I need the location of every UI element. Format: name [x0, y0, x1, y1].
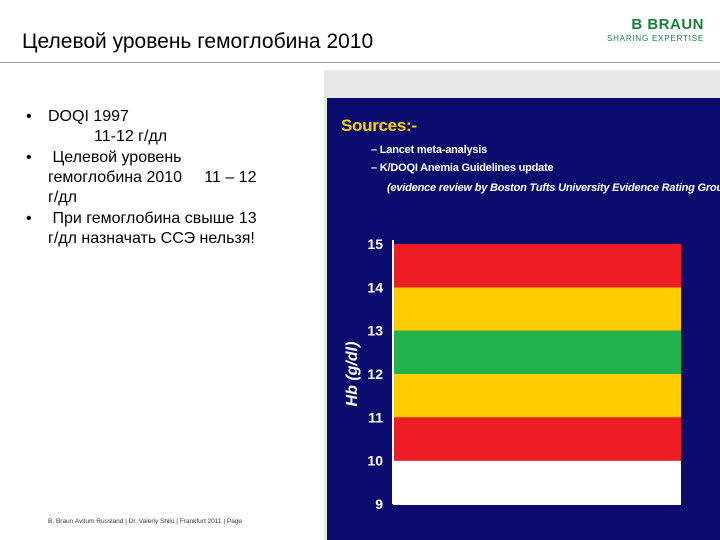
bullet-text: г/дл назначать ССЭ нельзя!: [48, 230, 255, 247]
y-tick-label: 9: [375, 496, 383, 512]
bullet-esa-warning: • При гемоглобина свыше 13 г/дл назначат…: [22, 209, 322, 249]
hb-band: [393, 244, 681, 288]
hb-band: [393, 330, 681, 374]
y-tick-label: 12: [367, 366, 383, 382]
slide-footer: B. Braun Avitum Russland | Dr. Valeriy S…: [48, 518, 243, 525]
hb-band-chart: 15 14 13 12 11 10 9 Hb (g/dl): [344, 236, 681, 512]
source-item: – Lancet meta-analysis: [371, 144, 488, 156]
y-axis-label: Hb (g/dl): [344, 342, 361, 407]
y-tick-label: 10: [367, 453, 383, 469]
y-tick-label: 15: [367, 236, 383, 252]
bullet-text: гемоглобина 2010 11 – 12: [48, 169, 257, 186]
bullet-marker: •: [26, 210, 32, 227]
bullet-doqi-1997: • DOQI 1997 11-12 г/дл: [22, 107, 322, 147]
bullet-text: DOQI 1997: [48, 108, 129, 125]
y-tick-label: 14: [367, 279, 383, 295]
hb-band: [393, 287, 681, 331]
hb-band: [393, 417, 681, 461]
bullet-target-2010: • Целевой уровень гемоглобина 2010 11 – …: [22, 148, 322, 208]
bullet-text: 11-12 г/дл: [94, 128, 168, 145]
source-item: (evidence review by Boston Tufts Univers…: [387, 182, 720, 194]
bbraun-logo: B BRAUN SHARING EXPERTISE: [594, 16, 704, 43]
bullet-text: Целевой уровень: [48, 149, 182, 166]
text-panel: [0, 70, 324, 540]
y-tick-label: 13: [367, 323, 383, 339]
bullet-marker: •: [26, 108, 32, 125]
source-item: – K/DOQI Anemia Guidelines update: [371, 162, 554, 174]
bullet-list: • DOQI 1997 11-12 г/дл • Целевой уровень…: [22, 107, 322, 250]
bullet-text: При гемоглобина свыше 13: [48, 210, 257, 227]
hb-band: [393, 460, 681, 504]
y-tick-label: 11: [368, 409, 383, 425]
hb-band: [393, 374, 681, 418]
title-divider: [0, 62, 720, 63]
bullet-text: г/дл: [48, 189, 77, 206]
slide-title: Целевой уровень гемоглобина 2010: [22, 30, 374, 53]
logo-name: B BRAUN: [631, 16, 704, 33]
bullet-marker: •: [26, 149, 32, 166]
sources-title: Sources:-: [341, 116, 417, 135]
hb-target-chart-panel: Sources:- – Lancet meta-analysis – K/DOQ…: [327, 98, 720, 540]
logo-tagline: SHARING EXPERTISE: [606, 34, 704, 43]
